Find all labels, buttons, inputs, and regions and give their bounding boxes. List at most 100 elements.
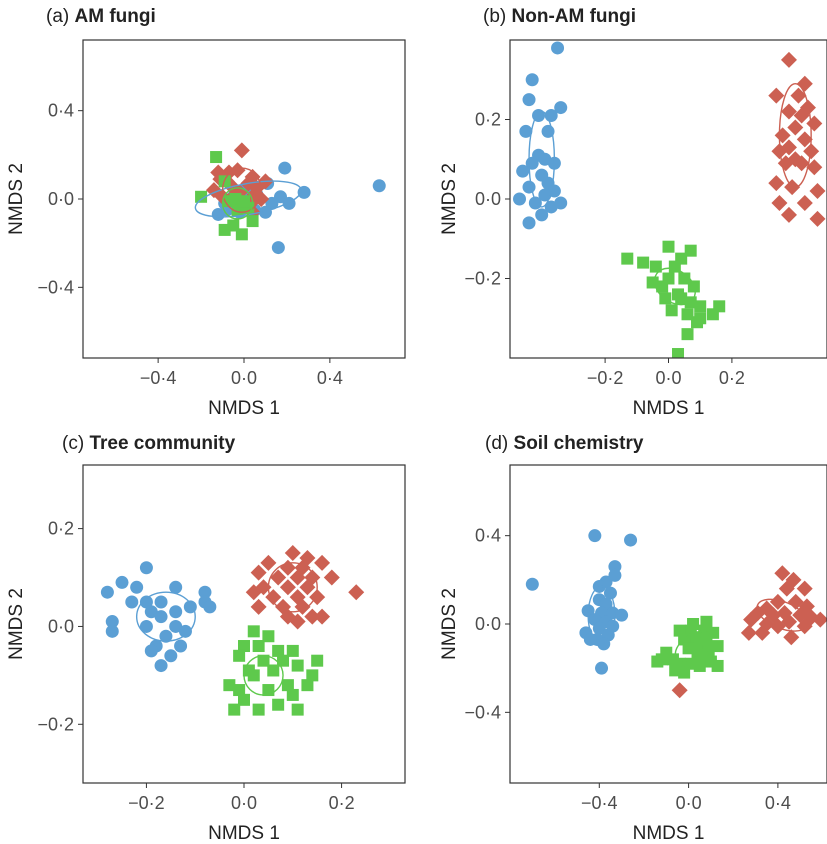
panel-c-point-diamond [279, 559, 296, 576]
panel-c-point-diamond [284, 545, 301, 562]
panel-d-point-circle [583, 632, 597, 646]
panel-c-point-diamond [260, 554, 277, 571]
panel-a-point-square [235, 228, 248, 241]
panel-d: (d) Soil chemistry −0·4 0·0 0·4 −0·4 0·0 0·4 N… [413, 422, 827, 844]
panel-c-point-diamond [294, 598, 311, 615]
panel-c-point-square [228, 703, 241, 716]
panel-c-xtick-label: 0·2 [329, 793, 355, 813]
panel-c-xlabel: NMDS 1 [208, 823, 280, 844]
panel-c-point-square [267, 664, 280, 677]
panel-d-title: (d) Soil chemistry [485, 433, 643, 455]
panel-c-point-diamond [299, 549, 316, 566]
panel-c-plot: −0·2 0·0 0·2 −0·2 0·0 0·2 NMDS 1 NMDS 2 [6, 464, 406, 844]
panel-d-point-square [678, 666, 691, 679]
panel-b-xtick-label: 0·2 [719, 368, 745, 388]
panel-a-point-circle [297, 185, 311, 199]
panel-c-point-circle [144, 605, 158, 619]
panel-b-point-diamond [793, 107, 810, 124]
panel-b-ytick-label: 0·0 [475, 189, 501, 209]
panel-a-point-square [246, 215, 259, 228]
panel-d-ytick-label: 0·4 [475, 526, 501, 546]
panel-b-point-diamond [806, 159, 823, 176]
panel-b-title: (b) Non-AM fungi [483, 6, 636, 28]
panel-c-point-square [233, 649, 246, 662]
panel-b-point-diamond [780, 206, 797, 223]
panel-a-frame [82, 39, 406, 359]
panel-c-point-circle [105, 624, 119, 638]
panel-b-point-diamond [796, 131, 813, 148]
panel-b-point-circle [522, 216, 536, 230]
panel-d-point-diamond [796, 580, 813, 597]
panel-b-point-circle [519, 124, 533, 138]
panel-c-heading: Tree community [89, 433, 236, 454]
panel-c-point-circle [105, 615, 119, 629]
panel-b-point-circle [538, 188, 552, 202]
panel-c-point-circle [164, 649, 178, 663]
panel-d-point-diamond [740, 624, 757, 641]
panel-d-frame [509, 464, 827, 784]
panel-c-point-diamond [250, 598, 267, 615]
panel-d-ytick-label: 0·0 [475, 614, 501, 634]
panel-c-point-square [247, 669, 260, 682]
panel-b-point-diamond [809, 210, 826, 227]
panel-a-ytick-label: −0·4 [37, 277, 74, 297]
panel-c-point-diamond [270, 569, 287, 586]
panel-a-ellipse-blue [194, 180, 302, 218]
panel-d-xtick-label: 0·0 [676, 793, 702, 813]
panel-c-point-square [247, 625, 260, 638]
panel-c-point-circle [139, 561, 153, 575]
panel-b-xtick-label: −0·2 [587, 368, 624, 388]
panel-a-xtick-label: −0·4 [140, 368, 177, 388]
panel-d-point-circle [624, 533, 638, 547]
panel-a-point-square [218, 223, 231, 236]
panel-c-ylabel: NMDS 2 [6, 588, 27, 660]
panel-b-xtick-label: 0·0 [655, 368, 681, 388]
panel-c-point-circle [169, 605, 183, 619]
panel-d-ellipse-blue [587, 585, 616, 645]
panel-c-point-diamond [314, 554, 331, 571]
panel-c-point-square [291, 659, 304, 672]
panel-a: (a) AM fungi −0·4 0·0 0·4 −0·4 0·0 0·4 NMDS 1 N… [0, 0, 413, 422]
panel-b-point-circle [522, 93, 536, 107]
panel-d-point-circle [595, 661, 609, 675]
panel-c-point-square [272, 644, 285, 657]
panel-c-point-circle [139, 619, 153, 633]
panel-a-point-circle [271, 241, 285, 255]
panel-a-heading: AM fungi [74, 6, 156, 27]
panel-c-point-circle [178, 624, 192, 638]
panel-c-point-diamond [279, 579, 296, 596]
panel-c-point-circle [115, 575, 129, 589]
panel-c-ytick-label: 0·2 [48, 519, 74, 539]
panel-c-point-square [252, 703, 265, 716]
panel-b-point-square [649, 260, 662, 273]
panel-c-point-circle [203, 600, 217, 614]
panel-b-point-square [681, 328, 694, 341]
panel-d-point-diamond [774, 565, 791, 582]
panel-d-point-circle [608, 568, 622, 582]
panel-d-point-diamond [783, 629, 800, 646]
panel-c-point-diamond [265, 589, 282, 606]
panel-b-point-circle [513, 192, 527, 206]
panel-b-point-diamond [796, 194, 813, 211]
panel-b-point-diamond [784, 179, 801, 196]
panel-b-points [513, 41, 826, 358]
panel-b-point-diamond [780, 139, 797, 156]
panel-c-letter: (c) [62, 433, 85, 454]
panel-d-plot: −0·4 0·0 0·4 −0·4 0·0 0·4 NMDS 1 NMDS 2 [439, 464, 827, 844]
panel-b-point-square [675, 292, 688, 305]
panel-b-heading: Non-AM fungi [511, 6, 637, 27]
panel-c-point-square [252, 640, 265, 653]
panel-d-ytick-label: −0·4 [464, 702, 501, 722]
panel-c-point-diamond [299, 579, 316, 596]
panel-c-point-diamond [289, 569, 306, 586]
panel-d-xtick-label: −0·4 [581, 793, 618, 813]
panel-d-point-circle [588, 529, 602, 543]
panel-d-ellipse-green [674, 630, 712, 662]
panel-a-point-circle [372, 179, 386, 193]
panel-b-point-diamond [780, 51, 797, 68]
panel-c-xtick-label: 0·0 [231, 793, 257, 813]
panel-b-point-square [672, 348, 685, 358]
panel-b-letter: (b) [483, 6, 507, 27]
panel-b-ellipse-green [653, 267, 696, 306]
panel-c-point-circle [100, 585, 114, 599]
